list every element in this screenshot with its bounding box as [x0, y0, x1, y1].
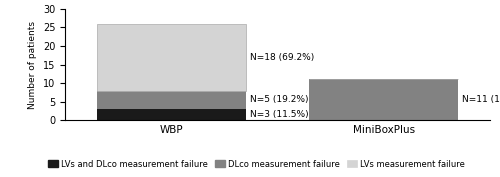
Legend: LVs and DLco measurement failure, DLco measurement failure, LVs measurement fail: LVs and DLco measurement failure, DLco m…: [46, 158, 467, 170]
Text: N=5 (19.2%): N=5 (19.2%): [250, 95, 308, 104]
Y-axis label: Number of patients: Number of patients: [28, 21, 37, 109]
Bar: [97, 109, 246, 120]
Text: N=3 (11.5%): N=3 (11.5%): [250, 110, 308, 119]
Text: N=11 (100%): N=11 (100%): [462, 95, 500, 104]
Bar: [97, 91, 246, 109]
Bar: [97, 24, 246, 91]
Text: N=18 (69.2%): N=18 (69.2%): [250, 53, 314, 62]
Bar: [310, 79, 458, 120]
